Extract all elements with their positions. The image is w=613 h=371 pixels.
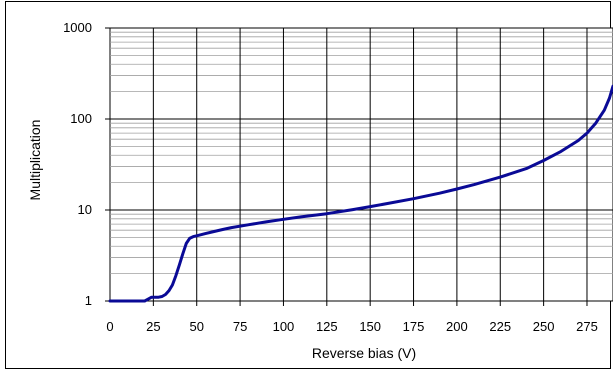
x-tick-label: 250 [533,319,555,334]
x-tick-label: 100 [273,319,295,334]
minor-gridlines [110,31,613,275]
x-tick-label: 200 [446,319,468,334]
x-axis-ticks: 0 25 50 75 100 125 150 175 200 225 250 275 [106,319,597,334]
y-axis-ticks: 1 10 100 1000 [63,20,92,308]
x-tick-label: 25 [146,319,160,334]
x-tick-label: 0 [106,319,113,334]
x-tick-label: 275 [576,319,598,334]
x-tick-label: 75 [233,319,247,334]
y-tick-label: 10 [78,202,92,217]
major-gridlines [105,27,613,306]
x-tick-label: 225 [489,319,511,334]
y-axis-title: Multiplication [27,120,43,201]
x-axis-title: Reverse bias (V) [312,345,416,361]
plot-area [109,27,613,302]
x-tick-label: 50 [189,319,203,334]
plot-border [109,27,613,302]
x-tick-label: 150 [359,319,381,334]
x-tick-label: 175 [403,319,425,334]
multiplication-series-line [108,84,613,303]
y-tick-label: 100 [70,111,92,126]
series-layer [108,84,613,303]
y-tick-label: 1000 [63,20,92,35]
y-tick-label: 1 [85,293,92,308]
x-tick-label: 125 [316,319,338,334]
